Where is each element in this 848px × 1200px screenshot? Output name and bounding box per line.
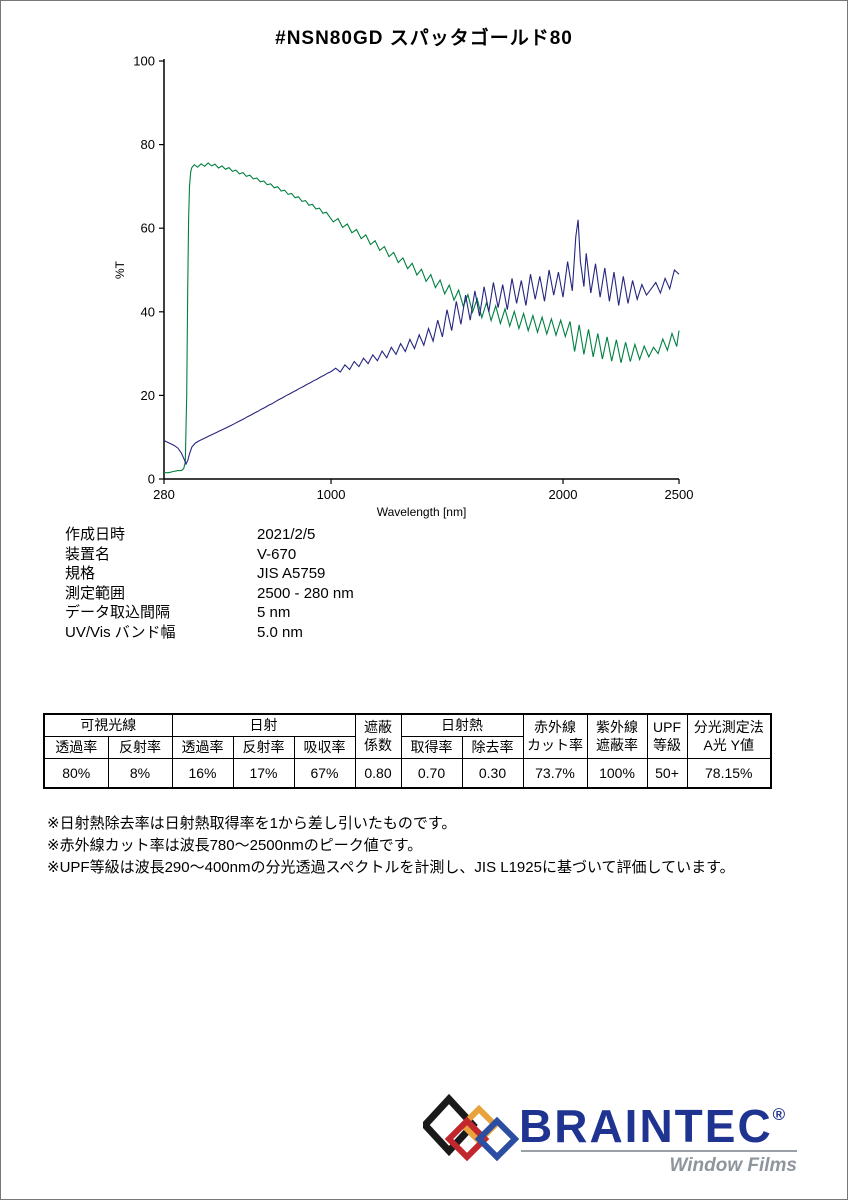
y-tick-label: 60 [141,221,155,236]
results-table: 可視光線 日射 遮蔽 係数 日射熱 赤外線 カット率 紫外線 遮蔽率 UPF 等級 分光測定法 A光 Y… [43,713,772,790]
table-header-cell: 可視光線 [43,713,173,737]
metadata-section: 作成日時 2021/2/5 装置名 V-670 規格 JIS A5759 測定範囲 2500 … [65,525,354,642]
metadata-label: UV/Vis バンド幅 [65,623,176,641]
table-subheader-cell: 透過率 [43,735,109,759]
table-value-cell: 73.7% [522,757,588,789]
x-tick-label: 2500 [665,487,694,502]
table-value-row: 80% 8% 16% 17% 67% 0.80 0.70 0.30 73.7% 100% 50+ 78… [43,757,772,789]
table-header-row-2: 透過率 反射率 透過率 反射率 吸収率 取得率 除去率 [43,735,771,759]
table-header-cell: 赤外線 カット率 [522,713,588,759]
table-value-cell: 78.15% [686,757,772,789]
y-tick-label: 40 [141,304,155,319]
note-line: ※UPF等級は波長290～400nmの分光透過スペクトルを計測し、JIS L19… [47,859,735,876]
diamonds-logo-icon [423,1093,519,1162]
metadata-row: 測定範囲 2500 - 280 nm [65,584,354,604]
metadata-row: 装置名 V-670 [65,545,354,565]
brand-name-text: BRAINTEC [519,1100,773,1152]
y-tick-label: 100 [133,54,155,69]
series-transmittance-green [164,162,680,474]
notes-section: ※日射熱除去率は日射熱取得率を1から差し引いたものです。 ※赤外線カット率は波長7… [47,813,735,879]
table-value-cell: 67% [293,757,356,789]
table-value-cell: 16% [171,757,234,789]
metadata-value: 5.0 nm [257,623,303,641]
metadata-row: 作成日時 2021/2/5 [65,525,354,545]
y-tick-label: 20 [141,388,155,403]
y-axis-label: %T [113,260,127,279]
page-title: #NSN80GD スパッタゴールド80 [275,28,573,49]
metadata-value: V-670 [257,545,297,563]
brand-logo: BRAINTEC® Window Films [421,1087,801,1183]
logo-divider [521,1150,797,1152]
table-value-cell: 100% [586,757,648,789]
x-tick-label: 2000 [549,487,578,502]
y-tick-label: 0 [148,472,155,487]
metadata-value: 5 nm [257,604,291,621]
table-value-cell: 80% [43,757,109,789]
metadata-value: JIS A5759 [257,565,326,582]
metadata-row: UV/Vis バンド幅 5.0 nm [65,623,354,643]
table-subheader-cell: 反射率 [232,735,295,759]
table-value-cell: 0.80 [354,757,402,789]
metadata-label: 装置名 [65,545,111,563]
metadata-label: データ取込間隔 [65,604,171,621]
table-subheader-cell: 除去率 [461,735,524,759]
metadata-value: 2500 - 280 nm [257,584,354,602]
metadata-value: 2021/2/5 [257,526,316,543]
table-header-cell: 紫外線 遮蔽率 [586,713,648,759]
table-subheader-cell: 取得率 [400,735,463,759]
brand-name: BRAINTEC® [519,1099,785,1153]
table-header-cell: 日射熱 [400,713,524,737]
note-line: ※日射熱除去率は日射熱取得率を1から差し引いたものです。 [47,815,457,832]
table-value-cell: 50+ [646,757,688,789]
table-subheader-cell: 吸収率 [293,735,356,759]
table-value-cell: 0.70 [400,757,463,789]
registered-mark: ® [772,1105,786,1124]
brand-tagline: Window Films [669,1155,797,1176]
x-tick-label: 280 [153,487,175,502]
series-reflectance-navy [163,219,680,466]
table-value-cell: 17% [232,757,295,789]
table-header-cell: 分光測定法 A光 Y値 [686,713,772,759]
table-header-cell: 日射 [171,713,356,737]
spectral-chart-svg: 0 20 40 60 80 100 280 1000 2000 2500 Wavelength [n… [113,54,694,520]
table-subheader-cell: 反射率 [107,735,173,759]
metadata-row: 規格 JIS A5759 [65,564,354,584]
table-header-row-1: 可視光線 日射 遮蔽 係数 日射熱 赤外線 カット率 紫外線 遮蔽率 UPF 等級 分光測定法 A光 Y… [43,713,772,759]
x-tick-label: 1000 [317,487,346,502]
metadata-label: 作成日時 [65,526,126,543]
table-value-cell: 8% [107,757,173,789]
note-line: ※赤外線カット率は波長780～2500nmのピーク値です。 [47,837,423,854]
metadata-label: 測定範囲 [65,584,126,602]
table-value-cell: 0.30 [461,757,524,789]
table-header-cell: 遮蔽 係数 [354,713,402,759]
x-axis-label: Wavelength [nm] [377,505,467,519]
metadata-label: 規格 [65,565,96,582]
metadata-row: データ取込間隔 5 nm [65,603,354,623]
spectral-chart: 0 20 40 60 80 100 280 1000 2000 2500 Wavelength [n… [106,49,706,523]
y-tick-label: 80 [141,137,155,152]
table-header-cell: UPF 等級 [646,713,688,759]
table-subheader-cell: 透過率 [171,735,234,759]
